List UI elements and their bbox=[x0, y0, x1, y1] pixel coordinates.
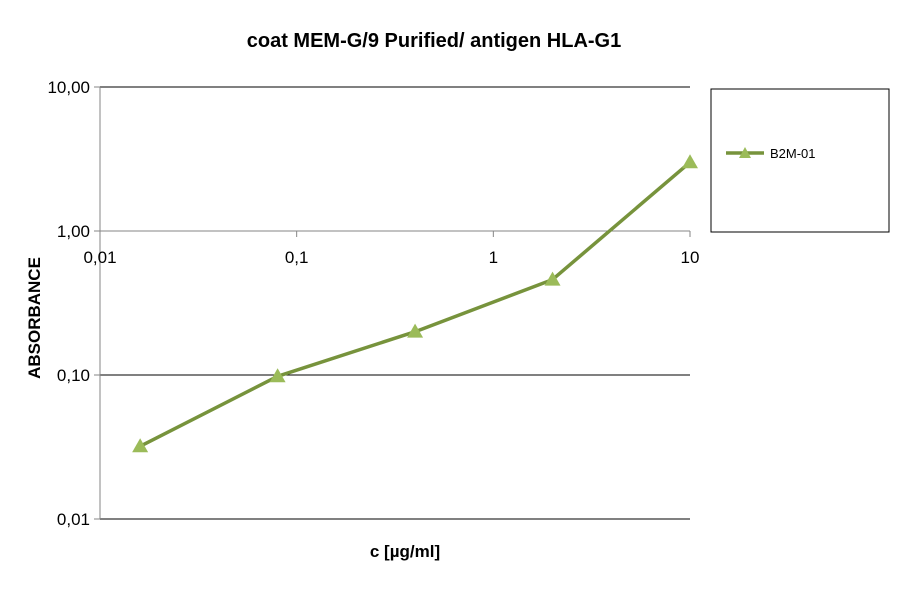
data-point-marker bbox=[269, 368, 286, 383]
x-tick-label: 10 bbox=[681, 248, 700, 267]
legend: B2M-01 bbox=[710, 88, 890, 233]
data-point-marker bbox=[682, 154, 698, 169]
x-ticks: 0,01 0,1 1 10 bbox=[83, 231, 699, 267]
y-axis-label: ABSORBANCE bbox=[25, 257, 44, 379]
x-axis-label: c [µg/ml] bbox=[370, 542, 440, 561]
x-tick-label: 0,01 bbox=[83, 248, 116, 267]
y-tick-label: 0,01 bbox=[57, 510, 90, 529]
y-tick-label: 10,00 bbox=[47, 78, 90, 97]
x-tick-label: 1 bbox=[489, 248, 498, 267]
data-point-marker bbox=[132, 438, 149, 453]
y-ticks: 10,00 1,00 0,10 0,01 bbox=[47, 78, 100, 529]
legend-label: B2M-01 bbox=[770, 146, 816, 161]
data-point-marker bbox=[544, 271, 561, 286]
x-tick-label: 0,1 bbox=[285, 248, 309, 267]
series-layer bbox=[132, 154, 698, 453]
data-point-marker bbox=[407, 323, 424, 338]
legend-box bbox=[710, 88, 890, 233]
gridlines bbox=[100, 86, 690, 520]
series-line bbox=[139, 160, 692, 448]
chart-title: coat MEM-G/9 Purified/ antigen HLA-G1 bbox=[247, 30, 621, 52]
y-tick-label: 1,00 bbox=[57, 222, 90, 241]
y-tick-label: 0,10 bbox=[57, 366, 90, 385]
legend-marker bbox=[739, 147, 751, 158]
